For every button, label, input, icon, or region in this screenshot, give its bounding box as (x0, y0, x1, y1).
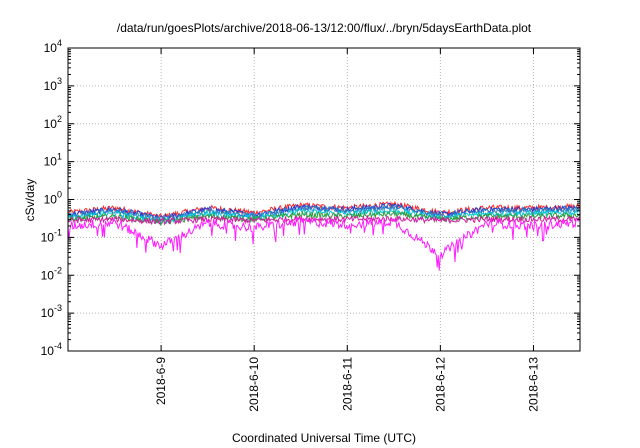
series-layer (67, 200, 581, 271)
y-tick-label: 101 (44, 152, 62, 169)
x-tick-label: 2018-6-10 (247, 357, 261, 412)
x-axis: 2018-6-9 2018-6-10 2018-6-11 2018-6-12 2018-… (154, 48, 540, 412)
y-tick-base: 10 (41, 268, 55, 282)
y-tick-exponent: 4 (57, 38, 62, 48)
chart-title: /data/run/goesPlots/archive/2018-06-13/1… (117, 21, 532, 35)
series-line-6 (67, 214, 581, 226)
grid (68, 48, 580, 351)
y-tick-label: 10-1 (41, 227, 62, 244)
y-tick-base: 10 (44, 117, 58, 131)
y-tick-label: 104 (44, 38, 62, 55)
y-axis-label: cSv/day (23, 179, 37, 222)
x-tick-label: 2018-6-11 (340, 357, 354, 411)
y-tick-base: 10 (44, 41, 58, 55)
y-tick-exponent: 0 (57, 190, 62, 200)
y-tick-exponent: 2 (57, 114, 62, 124)
y-tick-label: 100 (44, 190, 62, 207)
y-tick-base: 10 (44, 79, 58, 93)
y-tick-exponent: -1 (54, 227, 62, 237)
y-tick-exponent: -4 (54, 341, 62, 351)
x-axis-label: Coordinated Universal Time (UTC) (232, 431, 416, 445)
x-tick-label: 2018-6-13 (526, 357, 540, 412)
y-tick-exponent: -2 (54, 265, 62, 275)
y-tick-exponent: 1 (57, 152, 62, 162)
y-tick-base: 10 (44, 155, 58, 169)
series-line-3 (67, 203, 581, 223)
y-tick-label: 10-4 (41, 341, 62, 358)
x-tick-label: 2018-6-12 (433, 357, 447, 412)
y-tick-exponent: 3 (57, 76, 62, 86)
series-line-7 (67, 215, 581, 271)
y-tick-label: 10-2 (41, 265, 62, 282)
series-line-1 (67, 200, 581, 220)
y-tick-base: 10 (44, 193, 58, 207)
y-tick-base: 10 (41, 344, 55, 358)
y-tick-exponent: -3 (54, 303, 62, 313)
x-tick-label: 2018-6-9 (154, 357, 168, 405)
y-tick-label: 10-3 (41, 303, 62, 320)
y-tick-base: 10 (41, 230, 55, 244)
y-tick-label: 103 (44, 76, 62, 93)
y-tick-label: 102 (44, 114, 62, 131)
y-tick-base: 10 (41, 306, 55, 320)
